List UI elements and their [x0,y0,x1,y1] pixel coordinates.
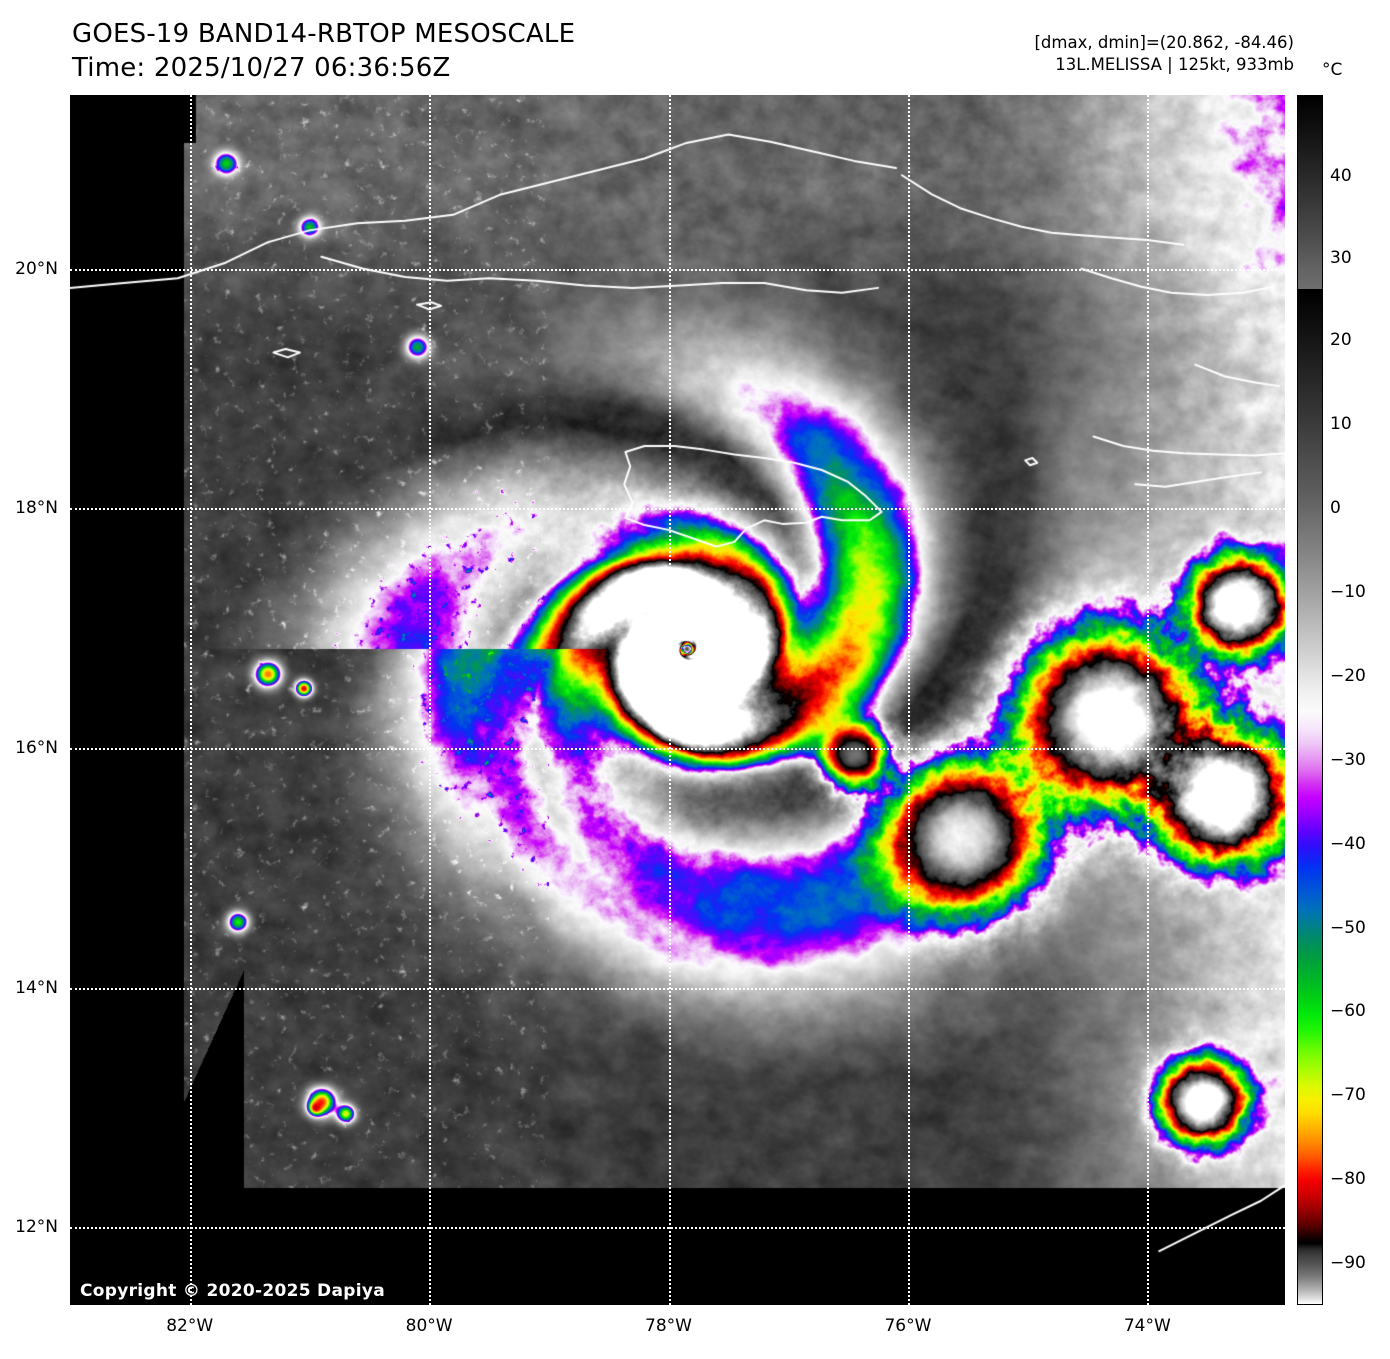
storm-info-label: 13L.MELISSA | 125kt, 933mb [1055,55,1294,75]
colorbar-tick-10: 10 [1330,414,1352,435]
lat-tick-label-14: 14°N [15,977,58,998]
colorbar-tick-neg80: −80 [1330,1169,1366,1190]
satellite-imagery-canvas [70,95,1285,1305]
colorbar-tick-neg30: −30 [1330,749,1366,770]
lon-tick-label-78: 78°W [645,1316,692,1336]
page-title: GOES-19 BAND14-RBTOP MESOSCALE [72,19,576,49]
colorbar-tick-neg70: −70 [1330,1085,1366,1106]
colorbar-unit-label: °C [1322,60,1343,80]
satellite-image-panel[interactable] [70,95,1285,1305]
colorbar-tick-neg40: −40 [1330,833,1366,854]
copyright-label: Copyright © 2020-2025 Dapiya [80,1281,385,1301]
colorbar-tick-40: 40 [1330,166,1352,187]
colorbar-tick-neg90: −90 [1330,1253,1366,1274]
lon-tick-label-74: 74°W [1123,1316,1171,1336]
colorbar-main-segment [1297,290,1323,1305]
colorbar-warm-segment [1297,95,1323,290]
lon-tick-label-80: 80°W [405,1316,453,1336]
timestamp-label: Time: 2025/10/27 06:36:56Z [72,52,451,83]
colorbar-tick-neg10: −10 [1330,581,1366,602]
colorbar-tick-neg50: −50 [1330,917,1366,938]
colorbar-tick-0: 0 [1330,498,1341,519]
lat-tick-label-20: 20°N [15,258,58,279]
colorbar-tick-20: 20 [1330,330,1352,351]
lat-tick-label-12: 12°N [15,1217,58,1238]
colorbar[interactable] [1297,95,1323,1305]
dmax-dmin-label: [dmax, dmin]=(20.862, -84.46) [1034,33,1295,52]
lon-tick-label-76: 76°W [884,1316,932,1336]
lon-tick-label-82: 82°W [166,1316,214,1336]
colorbar-tick-neg20: −20 [1330,665,1366,686]
lat-tick-label-16: 16°N [15,737,58,758]
metadata-block: [dmax, dmin]=(20.862, -84.46) 13L.MELISS… [1035,32,1295,77]
colorbar-tick-30: 30 [1330,247,1352,268]
colorbar-tick-neg60: −60 [1330,1001,1366,1022]
lat-tick-label-18: 18°N [15,498,58,519]
title-block: GOES-19 BAND14-RBTOP MESOSCALE Time: 202… [72,18,575,86]
